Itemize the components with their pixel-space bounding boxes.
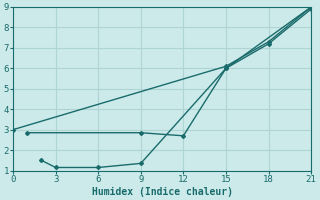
X-axis label: Humidex (Indice chaleur): Humidex (Indice chaleur) xyxy=(92,186,233,197)
